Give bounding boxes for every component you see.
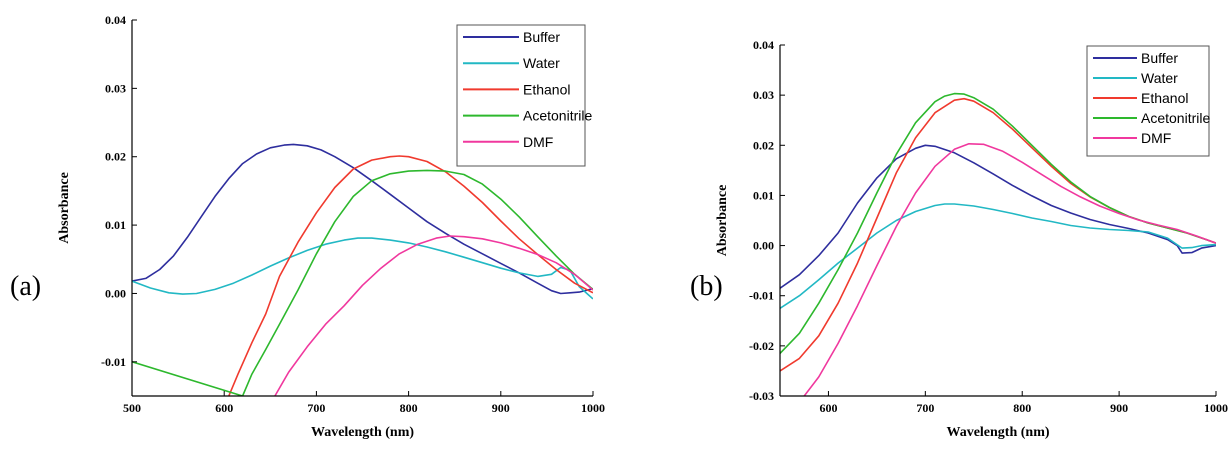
y-tick-label: -0.01 bbox=[749, 289, 774, 303]
x-axis-title: Wavelength (nm) bbox=[946, 425, 1049, 440]
series-line-water bbox=[132, 237, 593, 300]
series-line-acetonitrile bbox=[132, 169, 593, 396]
x-tick-label: 600 bbox=[215, 401, 233, 415]
legend-label-water: Water bbox=[1141, 70, 1178, 86]
legend-label-acetonitrile: Acetonitrile bbox=[1141, 110, 1210, 126]
y-tick-label: 0.04 bbox=[105, 13, 126, 27]
x-tick-label: 700 bbox=[916, 401, 934, 415]
x-tick-label: 500 bbox=[123, 401, 141, 415]
x-tick-label: 1000 bbox=[581, 401, 605, 415]
chart-panel-a: 500 600 700 800 900 1000 -0.01 0.00 0.01 0.02 0.03… bbox=[57, 13, 605, 440]
panel-label-a: (a) bbox=[10, 271, 42, 302]
legend: Buffer Water Ethanol Acetonitrile DMF bbox=[1086, 45, 1210, 157]
legend-label-dmf: DMF bbox=[1141, 130, 1171, 146]
x-tick-label: 800 bbox=[400, 401, 418, 415]
panel-label-b: (b) bbox=[690, 271, 723, 302]
y-tick-label: -0.01 bbox=[101, 355, 126, 369]
x-tick-label: 900 bbox=[1110, 401, 1128, 415]
y-tick-label: 0.02 bbox=[105, 150, 126, 164]
y-tick-label: 0.00 bbox=[105, 286, 126, 300]
legend-label-acetonitrile: Acetonitrile bbox=[523, 108, 592, 124]
series-line-buffer bbox=[132, 143, 593, 295]
x-axis-title: Wavelength (nm) bbox=[311, 425, 414, 440]
legend-label-dmf: DMF bbox=[523, 134, 553, 150]
series-line-dmf bbox=[274, 235, 593, 396]
legend-label-ethanol: Ethanol bbox=[1141, 90, 1188, 106]
x-tick-label: 600 bbox=[819, 401, 837, 415]
y-tick-label: 0.00 bbox=[753, 239, 774, 253]
chart-panel-b: 600 700 800 900 1000 -0.03 -0.02 -0.01 0.00 0.01 0… bbox=[715, 38, 1228, 440]
y-tick-label: 0.03 bbox=[105, 81, 126, 95]
y-tick-label: -0.03 bbox=[749, 389, 774, 403]
y-tick-label: 0.02 bbox=[753, 138, 774, 152]
y-tick-label: 0.04 bbox=[753, 38, 774, 52]
y-axis-title: Absorbance bbox=[715, 185, 730, 257]
series-line-buffer bbox=[780, 144, 1216, 289]
legend: Buffer Water Ethanol Acetonitrile DMF bbox=[456, 24, 592, 167]
legend-label-water: Water bbox=[523, 55, 560, 71]
y-tick-label: 0.03 bbox=[753, 88, 774, 102]
x-tick-label: 700 bbox=[307, 401, 325, 415]
legend-label-buffer: Buffer bbox=[1141, 50, 1178, 66]
series-line-ethanol bbox=[228, 155, 593, 396]
legend-label-buffer: Buffer bbox=[523, 29, 560, 45]
y-axis-title: Absorbance bbox=[57, 172, 72, 244]
x-tick-label: 900 bbox=[492, 401, 510, 415]
y-tick-label: 0.01 bbox=[753, 188, 774, 202]
series-line-dmf bbox=[803, 143, 1216, 396]
series-group bbox=[780, 92, 1216, 396]
series-line-water bbox=[780, 203, 1216, 309]
series-group bbox=[132, 143, 593, 396]
x-tick-label: 800 bbox=[1013, 401, 1031, 415]
legend-label-ethanol: Ethanol bbox=[523, 81, 570, 97]
x-tick-label: 1000 bbox=[1204, 401, 1228, 415]
y-tick-label: 0.01 bbox=[105, 218, 126, 232]
y-tick-label: -0.02 bbox=[749, 339, 774, 353]
